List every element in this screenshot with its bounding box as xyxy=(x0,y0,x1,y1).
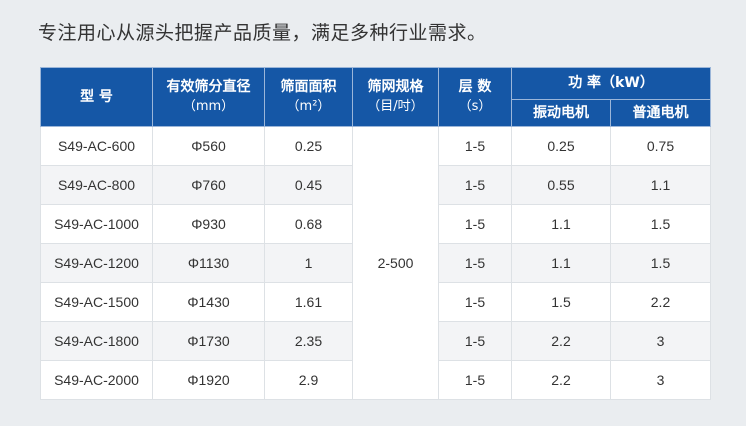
cell-vib-motor: 0.55 xyxy=(511,165,611,205)
table-row: S49-AC-600 Φ560 0.25 2-500 1-5 0.25 0.75 xyxy=(40,126,712,400)
cell-area: 2.35 xyxy=(264,321,353,361)
header-area: 筛面面积 （m²） xyxy=(264,67,353,127)
cell-diameter: Φ1920 xyxy=(152,360,265,400)
table-row: S49-AC-800 Φ760 0.45 1-5 0.55 1.1 xyxy=(40,165,712,205)
header-std-motor: 普通电机 xyxy=(609,99,712,127)
cell-vib-motor: 1.5 xyxy=(511,282,611,322)
cell-vib-motor: 2.2 xyxy=(511,321,611,361)
cell-vib-motor: 1.1 xyxy=(511,204,611,244)
cell-layers: 1-5 xyxy=(438,126,512,166)
cell-std-motor: 0.75 xyxy=(609,126,712,166)
cell-mesh: 2-500 xyxy=(352,126,439,400)
cell-layers: 1-5 xyxy=(438,321,512,361)
cell-vib-motor: 1.1 xyxy=(511,243,611,283)
cell-model: S49-AC-600 xyxy=(40,126,153,166)
cell-area: 0.68 xyxy=(264,204,353,244)
cell-layers: 1-5 xyxy=(438,282,512,322)
header-power: 功 率（kW） xyxy=(510,67,712,100)
header-vib-motor: 振动电机 xyxy=(511,99,611,127)
header-diameter: 有效筛分直径 （mm） xyxy=(152,67,265,127)
cell-diameter: Φ1730 xyxy=(152,321,265,361)
cell-layers: 1-5 xyxy=(438,165,512,205)
cell-area: 0.25 xyxy=(264,126,353,166)
cell-area: 0.45 xyxy=(264,165,353,205)
cell-model: S49-AC-2000 xyxy=(40,360,153,400)
cell-diameter: Φ930 xyxy=(152,204,265,244)
cell-model: S49-AC-1000 xyxy=(40,204,153,244)
cell-std-motor: 1.1 xyxy=(609,165,712,205)
cell-model: S49-AC-1200 xyxy=(40,243,153,283)
table-row: S49-AC-2000 Φ1920 2.9 1-5 2.2 3 xyxy=(40,360,712,400)
cell-diameter: Φ1430 xyxy=(152,282,265,322)
table-row: S49-AC-1000 Φ930 0.68 1-5 1.1 1.5 xyxy=(40,204,712,244)
header-model: 型 号 xyxy=(40,67,153,127)
page-heading: 专注用心从源头把握产品质量，满足多种行业需求。 xyxy=(38,22,487,44)
cell-model: S49-AC-1800 xyxy=(40,321,153,361)
cell-model: S49-AC-800 xyxy=(40,165,153,205)
cell-area: 1.61 xyxy=(264,282,353,322)
table-row: S49-AC-1800 Φ1730 2.35 1-5 2.2 3 xyxy=(40,321,712,361)
cell-std-motor: 2.2 xyxy=(609,282,712,322)
cell-model: S49-AC-1500 xyxy=(40,282,153,322)
table-row: S49-AC-1200 Φ1130 1 1-5 1.1 1.5 xyxy=(40,243,712,283)
cell-diameter: Φ560 xyxy=(152,126,265,166)
cell-vib-motor: 2.2 xyxy=(511,360,611,400)
cell-diameter: Φ760 xyxy=(152,165,265,205)
header-mesh: 筛网规格 （目/吋） xyxy=(352,67,439,127)
header-layers: 层 数（s） xyxy=(438,67,512,127)
cell-area: 2.9 xyxy=(264,360,353,400)
cell-std-motor: 3 xyxy=(609,360,712,400)
cell-layers: 1-5 xyxy=(438,243,512,283)
cell-std-motor: 1.5 xyxy=(609,204,712,244)
cell-std-motor: 1.5 xyxy=(609,243,712,283)
cell-layers: 1-5 xyxy=(438,204,512,244)
cell-std-motor: 3 xyxy=(609,321,712,361)
cell-layers: 1-5 xyxy=(438,360,512,400)
table-row: S49-AC-1500 Φ1430 1.61 1-5 1.5 2.2 xyxy=(40,282,712,322)
cell-vib-motor: 0.25 xyxy=(511,126,611,166)
spec-table: 型 号 有效筛分直径 （mm） 筛面面积 （m²） 筛网规格 （目/吋） 层 数（s）… xyxy=(40,67,712,400)
cell-diameter: Φ1130 xyxy=(152,243,265,283)
cell-area: 1 xyxy=(264,243,353,283)
